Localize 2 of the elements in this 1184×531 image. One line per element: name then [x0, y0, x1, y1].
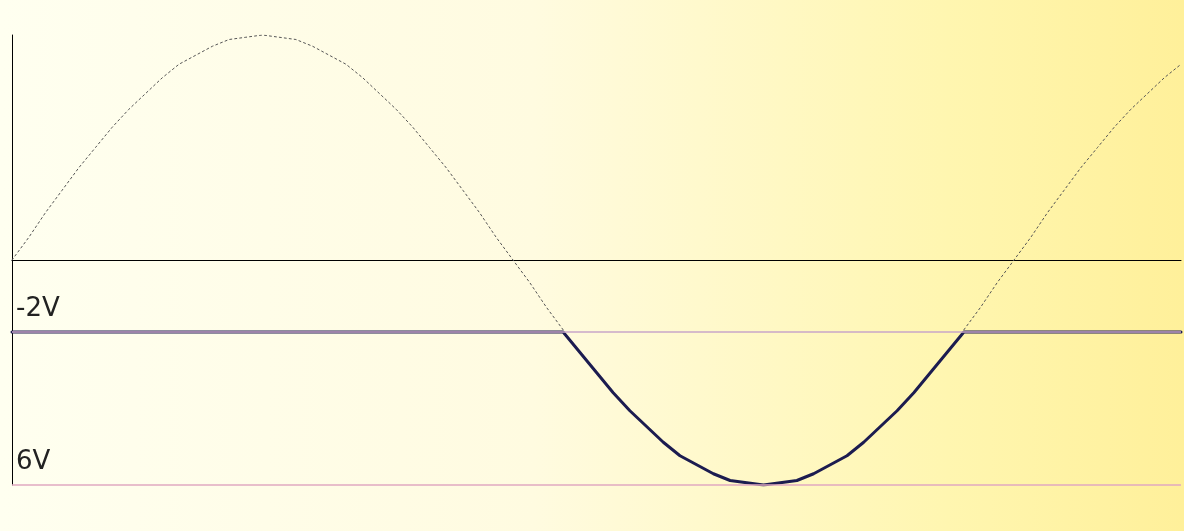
ref-line-label: -2V [16, 292, 60, 322]
ref-line-label: 6V [16, 445, 51, 475]
